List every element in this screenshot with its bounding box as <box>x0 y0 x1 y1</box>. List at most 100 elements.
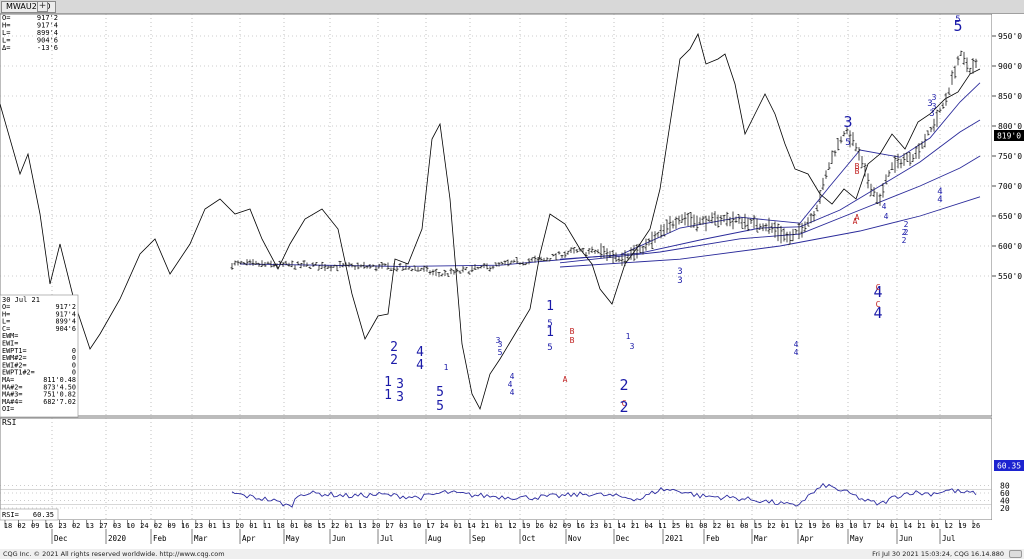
ohlc-bar <box>686 212 690 226</box>
wave-label: 5 <box>955 15 960 25</box>
wave-label: 4 <box>873 304 882 322</box>
ohlc-bar <box>944 92 948 106</box>
ohlc-bar <box>263 261 267 267</box>
cursor-row-label: C= <box>2 325 10 333</box>
wave-label: A <box>853 217 858 226</box>
ohlc-bar <box>248 259 252 266</box>
ohlc-bar <box>818 190 822 204</box>
ohlc-bar <box>476 266 480 270</box>
wave-label: 3 <box>677 276 682 286</box>
ohlc-bar <box>545 257 549 262</box>
ohlc-bar <box>734 216 738 223</box>
wave-label: 5 <box>547 343 552 353</box>
ohlc-bar <box>449 267 453 275</box>
wave-label: 3 <box>932 102 937 111</box>
cursor-info-box: 30 Jul 21 O= 917'2 H= 917'4 L= 899'4 C= 904'6 EW… <box>0 294 79 418</box>
cursor-row-label: MA#2= <box>2 383 22 391</box>
day-label: 11 <box>658 522 666 530</box>
cursor-date: 30 Jul 21 <box>2 296 40 304</box>
ohlc-bar <box>905 152 909 162</box>
ohlc-bar <box>800 222 804 238</box>
ohlc-bar <box>830 150 834 164</box>
ohlc-bar <box>740 217 744 229</box>
wave-label: A <box>563 375 568 384</box>
ohlc-bar <box>926 130 930 136</box>
ohlc-bar <box>299 263 303 269</box>
wave-label: B <box>570 327 575 336</box>
quote-value: 899'4 <box>37 29 58 37</box>
day-label: 03 <box>113 522 121 530</box>
rsi-tick-label: 80 <box>1000 482 1010 491</box>
ohlc-bar <box>659 224 663 239</box>
ohlc-bar <box>479 265 483 269</box>
ohlc-bar <box>872 187 876 198</box>
wave-label: 1 <box>444 363 449 372</box>
wave-label: 3 <box>843 113 852 131</box>
ohlc-bar <box>281 261 285 267</box>
ohlc-bar <box>611 249 615 264</box>
ohlc-bar <box>653 231 657 243</box>
quote-readout: O= 917'2 H= 917'4 L= 899'4 L= 904'6 Δ= -13'6 <box>2 14 58 52</box>
day-label: 25 <box>672 522 680 530</box>
ohlc-bar <box>665 219 669 234</box>
price-axis[interactable] <box>992 14 1024 520</box>
quote-label: H= <box>2 22 10 30</box>
ohlc-bar <box>485 263 489 270</box>
datetime-version: Fri Jul 30 2021 15:03:24, CQG 16.14.880 <box>872 550 1004 558</box>
ohlc-bar <box>959 50 963 56</box>
ohlc-bar <box>950 70 954 85</box>
wave-label: 2 <box>619 376 628 394</box>
ohlc-bar <box>929 126 933 133</box>
add-tab-button[interactable]: + <box>37 1 48 12</box>
ohlc-bar <box>464 267 468 271</box>
cursor-row-label: MA#3= <box>2 391 22 399</box>
ohlc-bar <box>341 262 345 268</box>
day-label: 24 <box>876 522 884 530</box>
rsi-tick-label: 60 <box>1000 489 1010 498</box>
price-tick-label: 800'0 <box>998 122 1022 131</box>
rsi-pane[interactable] <box>0 417 993 521</box>
day-label: 03 <box>835 522 843 530</box>
day-label: 01 <box>290 522 298 530</box>
month-label: 2020 <box>108 534 127 543</box>
svg-text:819'0: 819'0 <box>997 132 1021 141</box>
ohlc-bar <box>335 265 339 272</box>
day-label: 15 <box>317 522 325 530</box>
day-label: 10 <box>413 522 421 530</box>
time-axis[interactable] <box>0 520 1024 549</box>
wave-label: 4 <box>416 358 424 373</box>
price-tick-label: 700'0 <box>998 182 1022 191</box>
quote-label: L= <box>2 37 10 45</box>
month-label: Apr <box>800 534 814 543</box>
price-pane[interactable] <box>0 14 993 417</box>
ohlc-bar <box>701 215 705 225</box>
day-label: 13 <box>222 522 230 530</box>
resize-grip-icon[interactable] <box>1009 550 1022 558</box>
ohlc-bar <box>908 152 912 166</box>
wave-label: 4 <box>873 283 882 301</box>
ohlc-bar <box>503 260 507 266</box>
ohlc-bar <box>272 263 276 268</box>
day-label: 01 <box>604 522 612 530</box>
ohlc-bar <box>440 273 444 277</box>
ohlc-bar <box>863 162 867 177</box>
ohlc-bar <box>746 217 750 232</box>
ohlc-bar <box>758 223 762 230</box>
wave-label: 3 <box>630 342 635 351</box>
ohlc-bar <box>710 212 714 224</box>
day-label: 08 <box>304 522 312 530</box>
wave-label: 2 <box>904 228 909 237</box>
wave-label: 4 <box>884 212 889 221</box>
ohlc-bar <box>635 244 639 259</box>
ohlc-bar <box>434 268 438 276</box>
cursor-row-label: MA#4= <box>2 398 22 406</box>
ohlc-bar <box>392 263 396 271</box>
ohlc-bar <box>380 261 384 269</box>
ohlc-bar <box>524 262 528 266</box>
day-label: 01 <box>890 522 898 530</box>
ohlc-bar <box>770 222 774 233</box>
price-bars <box>230 50 978 278</box>
ohlc-bar <box>827 162 831 170</box>
